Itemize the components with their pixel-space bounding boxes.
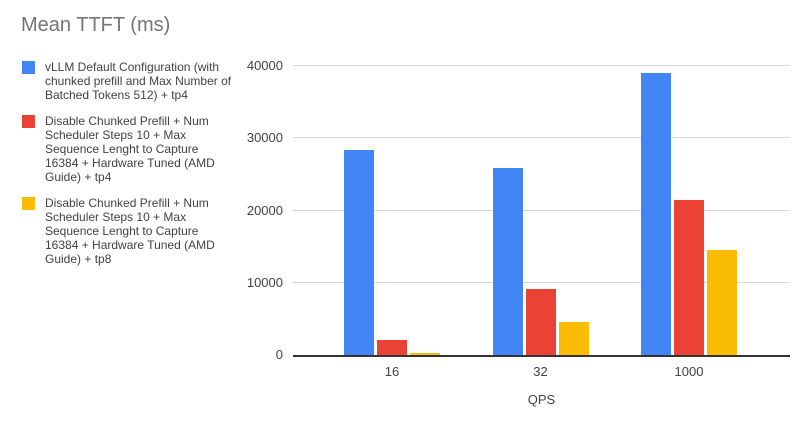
- legend: vLLM Default Configuration (with chunked…: [22, 60, 234, 266]
- x-tick-label: 32: [533, 364, 548, 379]
- x-tick-label: 16: [384, 364, 400, 379]
- bar-group: 16: [344, 66, 440, 379]
- y-tick-label: 20000: [246, 202, 283, 218]
- legend-label: vLLM Default Configuration (with chunked…: [45, 60, 232, 102]
- bar[interactable]: [674, 199, 704, 355]
- bar[interactable]: [525, 288, 556, 355]
- legend-swatch-icon: [22, 197, 35, 210]
- legend-swatch-icon: [22, 61, 35, 74]
- legend-label: Disable Chunked Prefill + Num Scheduler …: [45, 196, 215, 266]
- gridline: [293, 65, 790, 66]
- bar[interactable]: [558, 321, 589, 355]
- legend-item[interactable]: Disable Chunked Prefill + Num Scheduler …: [22, 196, 234, 266]
- bar-group: 32: [492, 66, 589, 379]
- legend-swatch-icon: [22, 115, 35, 128]
- chart-title: Mean TTFT (ms): [21, 14, 171, 36]
- y-tick-label: 40000: [246, 58, 283, 73]
- legend-label: Disable Chunked Prefill + Num Scheduler …: [45, 114, 215, 184]
- gridline: [293, 281, 790, 283]
- bar[interactable]: [344, 149, 374, 355]
- bar[interactable]: [707, 250, 737, 355]
- x-tick-label: 1000: [674, 364, 704, 379]
- groups-layer: 16 32 1000: [293, 66, 790, 379]
- legend-item[interactable]: vLLM Default Configuration (with chunked…: [22, 60, 234, 102]
- y-tick-label: 0: [275, 347, 283, 362]
- plot-area: 16 32 1000: [293, 65, 790, 379]
- y-axis-labels: 0 10000 20000 30000 40000: [0, 58, 283, 362]
- gridline: [293, 209, 790, 211]
- bar-group: 1000: [641, 66, 737, 379]
- bar[interactable]: [410, 353, 440, 355]
- x-axis-title: QPS: [527, 392, 556, 407]
- legend-item[interactable]: Disable Chunked Prefill + Num Scheduler …: [22, 114, 234, 184]
- y-tick-label: 30000: [246, 130, 283, 146]
- bar[interactable]: [641, 73, 671, 355]
- y-tick-label: 10000: [246, 274, 283, 290]
- gridline: [293, 137, 790, 139]
- bar[interactable]: [492, 167, 523, 355]
- bar[interactable]: [377, 339, 407, 355]
